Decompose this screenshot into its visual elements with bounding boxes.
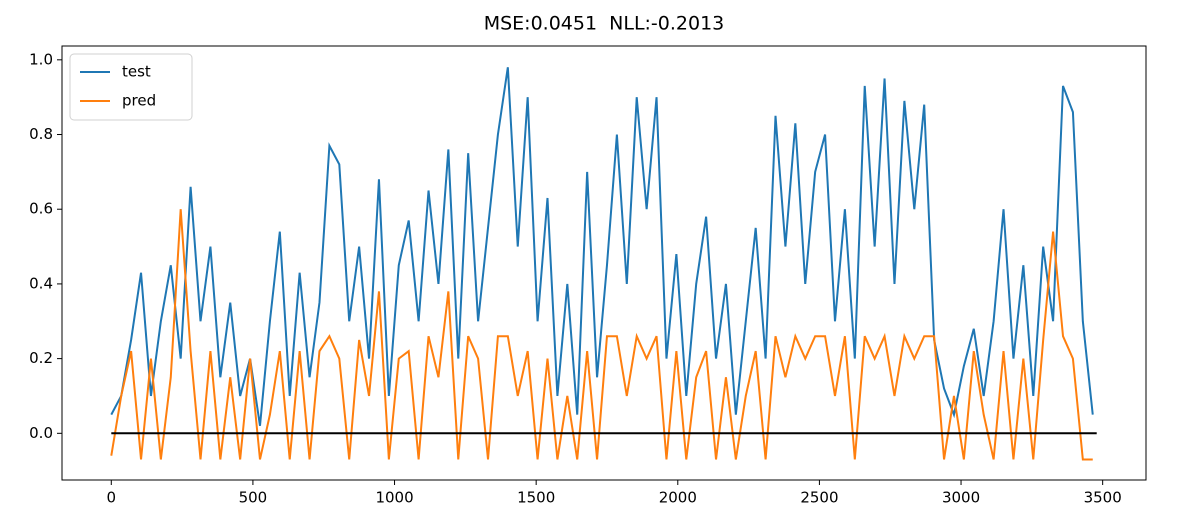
y-tick-label: 0.0 xyxy=(29,424,53,442)
legend-box xyxy=(69,53,193,121)
legend-label: test xyxy=(122,63,151,81)
x-tick-label: 2500 xyxy=(800,489,838,507)
x-tick-label: 1500 xyxy=(517,489,555,507)
y-tick-label: 0.2 xyxy=(29,349,53,367)
y-tick-label: 0.4 xyxy=(29,274,53,292)
x-tick-label: 500 xyxy=(239,489,268,507)
x-tick-label: 1000 xyxy=(375,489,413,507)
chart-title: MSE:0.0451 NLL:-0.2013 xyxy=(484,13,725,35)
x-tick-label: 2000 xyxy=(659,489,697,507)
data-line xyxy=(110,209,1093,461)
plot-frame xyxy=(61,45,1147,481)
legend-label: pred xyxy=(122,92,156,110)
y-tick-label: 1.0 xyxy=(29,50,53,68)
x-tick-label: 3000 xyxy=(942,489,980,507)
x-tick-label: 0 xyxy=(107,489,117,507)
data-line xyxy=(110,67,1094,426)
y-tick-label: 0.8 xyxy=(29,125,53,143)
x-tick-label: 3500 xyxy=(1084,489,1122,507)
y-tick-label: 0.6 xyxy=(29,200,53,218)
